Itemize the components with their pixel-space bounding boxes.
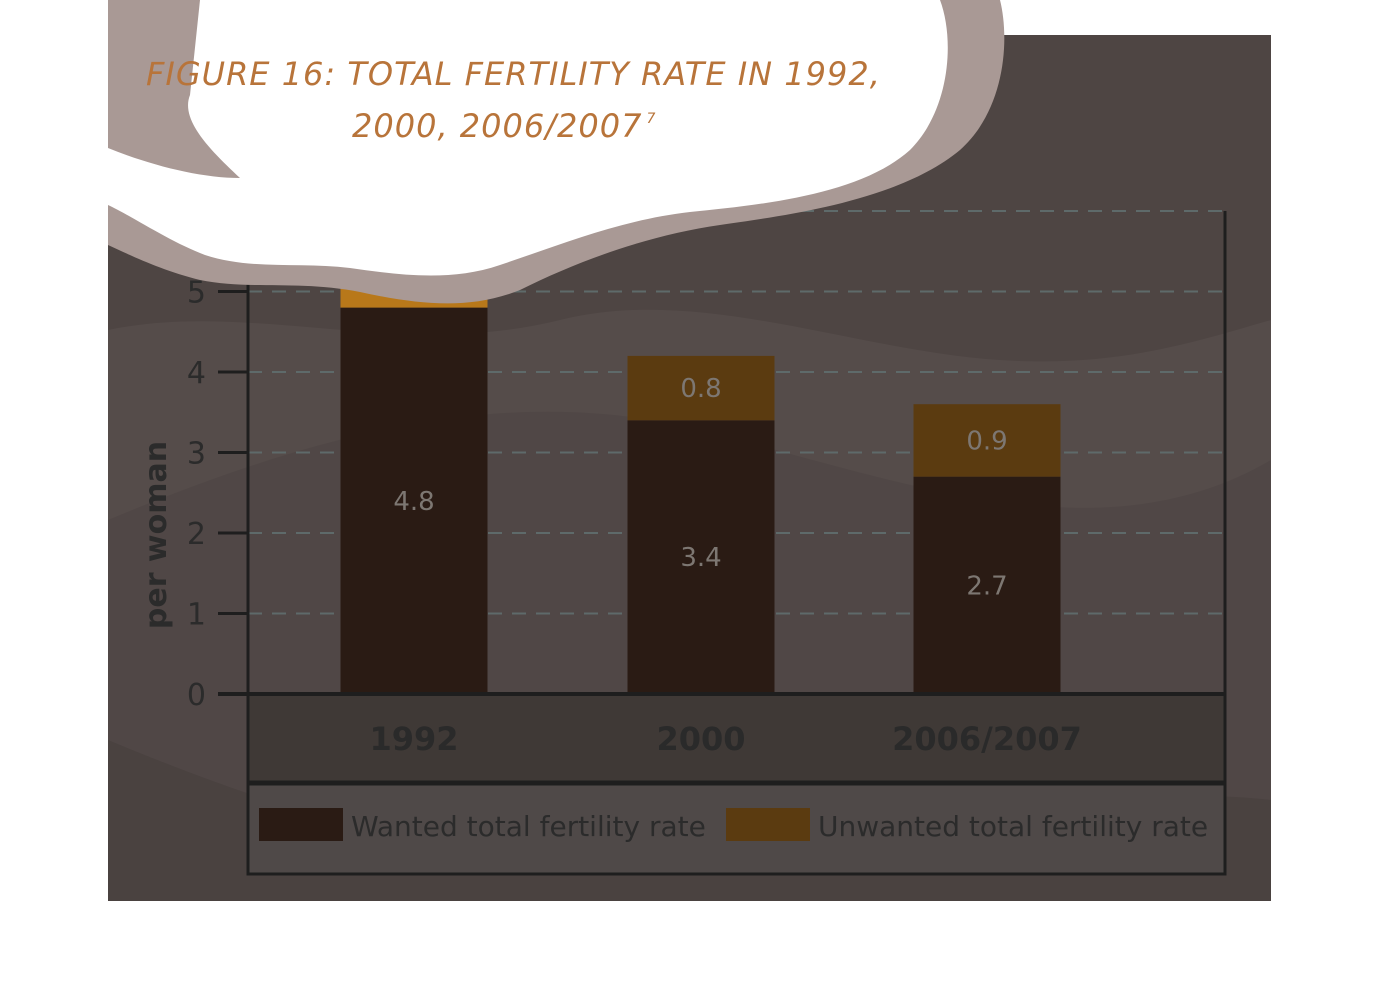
x-category-label: 2000 (656, 720, 745, 758)
y-tick-label: 0 (187, 678, 206, 713)
legend: Wanted total fertility rate Unwanted tota… (246, 782, 1227, 876)
x-category-label: 2006/2007 (892, 720, 1082, 758)
legend-swatch (726, 808, 810, 841)
bars: 4.80.63.40.82.70.9 (340, 259, 1061, 694)
data-label: 3.4 (680, 543, 721, 573)
y-axis-label: per woman (139, 441, 174, 629)
legend-swatch (259, 808, 343, 841)
y-tick-label: 1 (187, 598, 206, 633)
bar-wanted (913, 476, 1061, 694)
legend-label: Unwanted total fertility rate (818, 810, 1208, 843)
bar-unwanted (913, 404, 1061, 477)
y-tick-label: 2 (187, 517, 206, 552)
data-label: 0.8 (680, 374, 721, 404)
title-cloud (0, 0, 948, 276)
bar-wanted (627, 420, 775, 694)
y-tick-label: 4 (187, 356, 206, 391)
y-tick-label: 5 (187, 276, 206, 311)
chart-title-line-2: 2000, 2006/2007 (352, 107, 643, 145)
data-label: 2.7 (966, 571, 1007, 601)
legend-label: Wanted total fertility rate (351, 810, 706, 843)
bar-unwanted (627, 355, 775, 421)
x-category-label: 1992 (369, 720, 458, 758)
category-band (248, 694, 1225, 782)
chart-title-continued: 2000, 2006/2007 7 (352, 107, 656, 145)
title-footnote-marker: 7 (646, 111, 657, 127)
y-tick-label: 3 (187, 437, 206, 472)
data-label: 0.9 (966, 426, 1007, 456)
chart-title: FIGURE 16: TOTAL FERTILITY RATE IN 1992, (146, 55, 881, 93)
bar-wanted (340, 307, 488, 694)
data-label: 4.8 (393, 487, 434, 517)
